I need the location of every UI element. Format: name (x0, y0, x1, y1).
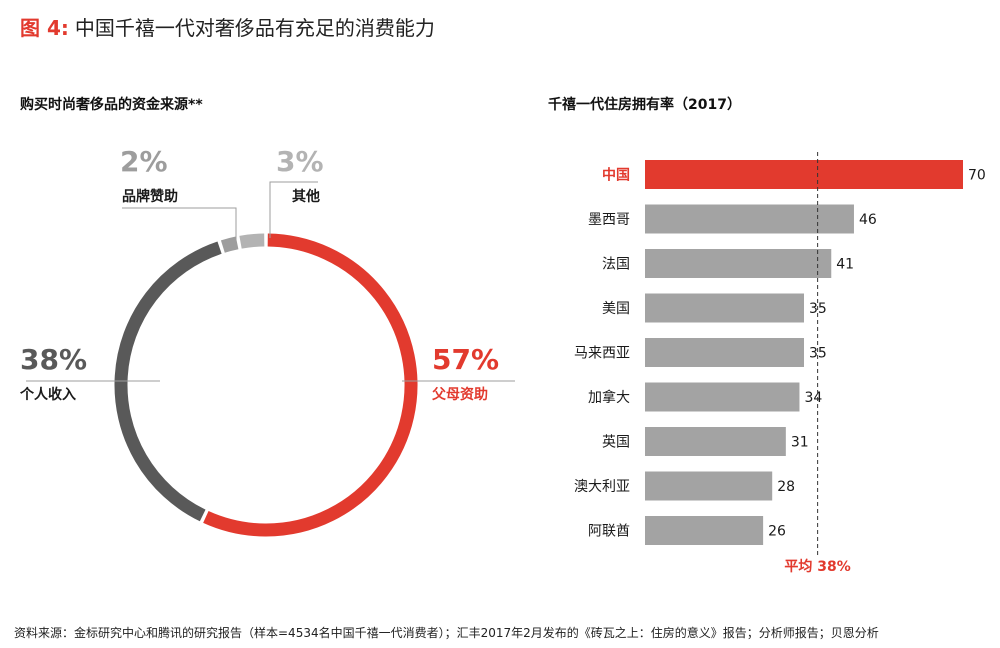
slice-income-label: 个人收入 (20, 387, 76, 403)
bar-5 (645, 382, 800, 412)
figure-title: 图 4: 中国千禧一代对奢侈品有充足的消费能力 (20, 14, 435, 42)
figure-title-text: 中国千禧一代对奢侈品有充足的消费能力 (74, 16, 435, 40)
bar-7 (645, 471, 773, 501)
category-label-4: 马来西亚 (574, 346, 630, 362)
value-label-1: 46 (859, 212, 877, 228)
donut-slice-income (114, 241, 222, 522)
leader-line-other (269, 181, 318, 238)
figure-number: 图 4: (20, 16, 69, 40)
value-label-8: 26 (768, 524, 786, 540)
value-label-2: 41 (836, 257, 854, 273)
category-label-1: 墨西哥 (588, 212, 630, 228)
average-label: 平均 38% (784, 558, 850, 575)
bar-4 (645, 338, 804, 367)
slice-income-pct: 38% (20, 343, 88, 376)
slice-parents-pct: 57% (432, 343, 500, 376)
bar-chart-title: 千禧一代住房拥有率（2017） (548, 97, 741, 113)
category-label-8: 阿联酋 (588, 523, 630, 540)
donut-slice-other (239, 233, 265, 249)
slice-parents-label: 父母资助 (432, 387, 488, 403)
value-label-0: 70 (968, 168, 986, 184)
category-label-2: 法国 (602, 257, 630, 273)
value-label-7: 28 (777, 479, 795, 495)
donut-chart-title: 购买时尚奢侈品的资金来源** (20, 97, 203, 113)
value-label-6: 31 (791, 435, 809, 451)
donut-slice-brand (220, 236, 239, 253)
bar-1 (645, 204, 854, 234)
value-label-4: 35 (809, 346, 827, 362)
slice-other-pct: 3% (276, 145, 324, 178)
slice-brand-label: 品牌赞助 (122, 189, 178, 205)
bar-2 (645, 249, 832, 278)
source-footnote: 资料来源：金标研究中心和腾讯的研究报告（样本=4534名中国千禧一代消费者）；汇… (14, 626, 879, 640)
category-label-0: 中国 (602, 167, 630, 184)
donut-slice-parents (203, 233, 418, 537)
bar-0 (645, 160, 963, 189)
leader-line-brand-sponsorship (122, 207, 237, 242)
bar-6 (645, 427, 786, 456)
bar-3 (645, 293, 804, 323)
slice-brand-pct: 2% (120, 145, 168, 178)
category-label-3: 美国 (602, 301, 630, 317)
slice-other-label: 其他 (292, 189, 320, 205)
bar-8 (645, 516, 764, 545)
category-label-6: 英国 (602, 434, 630, 451)
value-label-5: 34 (804, 390, 822, 406)
category-label-5: 加拿大 (588, 389, 630, 406)
category-label-7: 澳大利亚 (574, 479, 630, 495)
